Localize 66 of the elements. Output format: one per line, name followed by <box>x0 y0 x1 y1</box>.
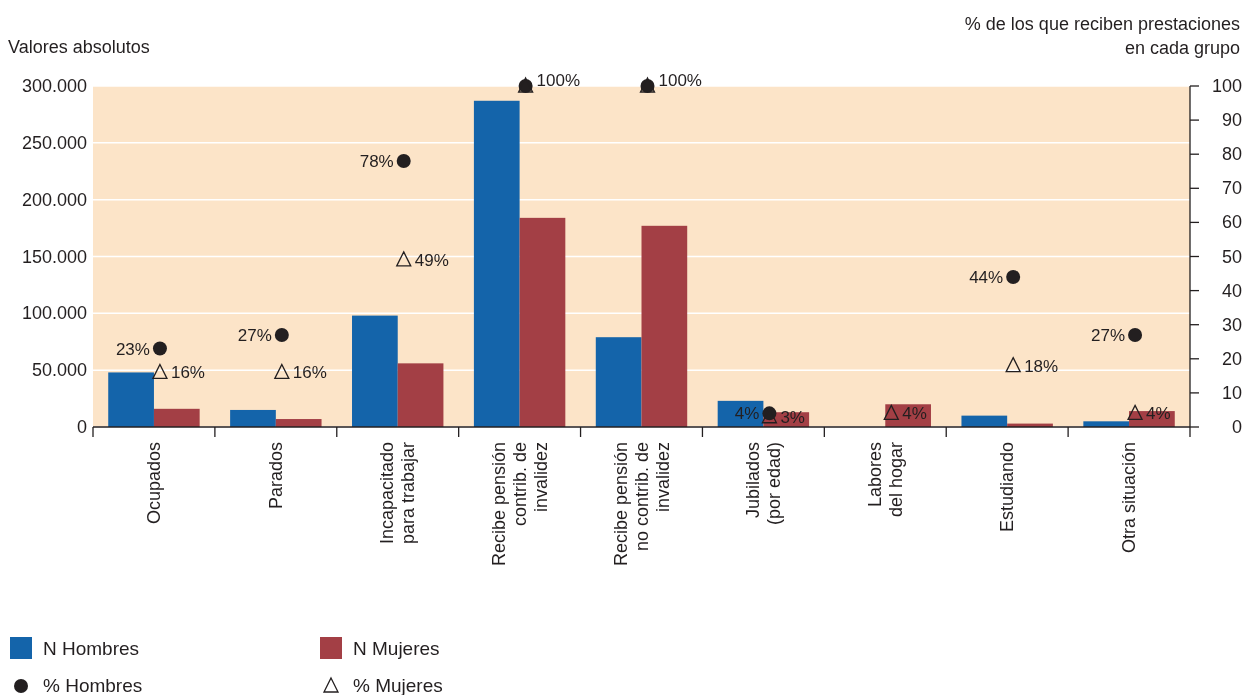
x-tick-label: Incapacitado para trabajar <box>377 442 419 545</box>
x-tick-label: Otra situación <box>1119 442 1140 554</box>
y-tick-label: 250.000 <box>21 132 87 153</box>
y2-axis-title: % de los que reciben prestaciones en cada grupo <box>964 14 1240 58</box>
y2-tick-label: 100 <box>1211 76 1242 96</box>
x-tick-label: Jubilados (por edad) <box>742 442 784 526</box>
y2-tick-label: 90 <box>1221 110 1242 131</box>
bar <box>595 337 642 427</box>
y2-tick-label: 50 <box>1221 246 1242 267</box>
y-tick-label: 150.000 <box>21 246 87 267</box>
bar <box>397 363 444 427</box>
x-tick-label: Estudiando <box>997 442 1018 533</box>
data-label: 4% <box>902 404 927 424</box>
point <box>1127 404 1143 421</box>
point <box>883 404 899 421</box>
bar <box>352 315 398 427</box>
data-label: 23% <box>115 339 150 359</box>
point <box>1128 327 1143 342</box>
data-label: 16% <box>292 363 327 383</box>
y2-tick-label: 20 <box>1221 348 1242 369</box>
y-tick-label: 0 <box>76 417 87 437</box>
point <box>274 327 289 342</box>
data-label: 78% <box>359 152 394 172</box>
point <box>152 363 168 380</box>
bar <box>108 372 154 427</box>
data-label: 100% <box>658 71 702 90</box>
legend-label: % Hombres <box>43 675 143 695</box>
x-tick-label: Labores del hogar <box>864 442 906 518</box>
bar <box>153 408 200 427</box>
y2-tick-label: 0 <box>1231 417 1242 437</box>
data-label: 27% <box>237 325 272 345</box>
point <box>1005 356 1021 373</box>
bar <box>230 409 276 427</box>
data-label: 4% <box>734 404 760 424</box>
y2-tick-label: 60 <box>1221 212 1242 233</box>
data-label: 3% <box>780 407 805 427</box>
y-tick-label: 300.000 <box>21 76 87 96</box>
x-tick-label: Recibe pensión contrib. de invalidez <box>488 442 551 567</box>
data-label: 27% <box>1091 325 1126 345</box>
y2-tick-label: 30 <box>1221 314 1242 335</box>
y2-tick-label: 10 <box>1221 382 1242 403</box>
x-tick-label: Recibe pensión no contrib. de invalidez <box>610 442 673 567</box>
legend-label: N Hombres <box>43 638 140 659</box>
data-label: 44% <box>969 267 1004 287</box>
bar <box>519 217 566 427</box>
y2-tick-label: 70 <box>1221 178 1242 199</box>
data-label: 16% <box>170 363 205 383</box>
bar <box>641 225 688 427</box>
x-tick-label: Parados <box>265 442 286 510</box>
point <box>274 363 290 380</box>
y-tick-label: 100.000 <box>21 303 87 324</box>
point <box>152 341 167 356</box>
data-label: 100% <box>536 71 581 90</box>
data-label: 49% <box>414 250 449 270</box>
point <box>396 251 412 267</box>
point <box>1006 269 1021 284</box>
y2-tick-label: 40 <box>1221 280 1242 301</box>
y-axis-title: Valores absolutos <box>8 37 150 57</box>
data-label: 18% <box>1024 356 1059 376</box>
x-tick-label: Ocupados <box>143 442 164 525</box>
y-tick-label: 200.000 <box>21 189 87 210</box>
bar <box>473 100 520 427</box>
legend-label: N Mujeres <box>353 638 440 659</box>
point <box>396 154 411 169</box>
y-tick-label: 50.000 <box>31 360 87 381</box>
y2-tick-label: 80 <box>1221 144 1242 165</box>
